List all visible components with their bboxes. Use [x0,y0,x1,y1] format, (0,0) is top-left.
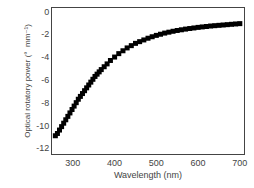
svg-text:600: 600 [191,158,206,168]
svg-text:Wavelength (nm): Wavelength (nm) [114,170,182,180]
svg-text:-10: -10 [36,121,49,131]
svg-text:0: 0 [44,7,49,17]
svg-text:Optical rotatory power (° mm⁻: Optical rotatory power (° mm⁻¹) [23,24,32,138]
svg-text:400: 400 [107,158,122,168]
svg-text:-4: -4 [41,52,49,62]
svg-text:-12: -12 [36,143,49,153]
svg-text:-2: -2 [41,29,49,39]
svg-text:500: 500 [149,158,164,168]
svg-text:300: 300 [65,158,80,168]
svg-text:-8: -8 [41,98,49,108]
svg-text:700: 700 [232,158,247,168]
svg-text:-6: -6 [41,75,49,85]
